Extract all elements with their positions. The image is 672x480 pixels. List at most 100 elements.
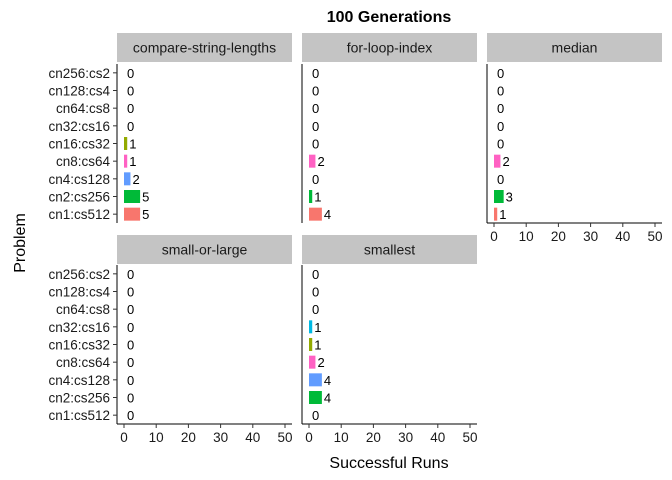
strip-label-small-or-large: small-or-large [162, 242, 248, 258]
bar-value-label: 0 [127, 66, 134, 81]
x-tick-label: 10 [334, 430, 349, 445]
bar-value-label: 1 [314, 338, 321, 353]
bar-value-label: 0 [127, 101, 134, 116]
y-tick-label: cn2:cs256 [48, 190, 110, 205]
bar [124, 137, 128, 150]
strip-median [487, 33, 662, 62]
bar [309, 391, 322, 404]
bar-value-label: 2 [317, 154, 324, 169]
bar-value-label: 0 [127, 285, 134, 300]
bar [124, 154, 128, 168]
bar [124, 190, 141, 203]
bar [309, 320, 313, 334]
y-tick-label: cn16:cs32 [48, 137, 110, 152]
y-tick-label: cn256:cs2 [48, 267, 110, 282]
panel-compare-string-lengths: compare-string-lengths cn256:cs2 0 cn128:cs… [48, 33, 292, 223]
bar-value-label: 2 [502, 154, 509, 169]
strip-label-smallest: smallest [364, 242, 415, 258]
strip-label-median: median [552, 40, 598, 56]
strip-compare-string-lengths [117, 33, 292, 62]
y-tick-label: cn32:cs16 [48, 320, 110, 335]
bar-value-label: 0 [127, 302, 134, 317]
y-tick-label: cn128:cs4 [48, 84, 110, 99]
y-tick-label: cn1:cs512 [48, 207, 110, 222]
strip-label-compare-string-lengths: compare-string-lengths [133, 40, 276, 56]
bar-value-label: 0 [127, 119, 134, 134]
bar-value-label: 0 [127, 84, 134, 99]
bar-value-label: 0 [497, 137, 504, 152]
bar-value-label: 0 [497, 119, 504, 134]
y-tick-label: cn2:cs256 [48, 391, 110, 406]
bar-value-label: 0 [312, 66, 319, 81]
bar-value-label: 0 [497, 84, 504, 99]
bar-value-label: 1 [314, 320, 321, 335]
x-tick-label: 50 [277, 430, 292, 445]
x-tick-label: 30 [213, 430, 228, 445]
x-tick-label: 50 [462, 430, 477, 445]
bar [124, 207, 141, 221]
strip-smallest [302, 235, 477, 264]
bar [309, 190, 313, 203]
bar-value-label: 0 [312, 137, 319, 152]
x-tick-label: 20 [551, 229, 566, 244]
bar-value-label: 4 [324, 373, 331, 388]
bar-value-label: 4 [324, 207, 331, 222]
x-axis-title: Successful Runs [329, 455, 448, 472]
y-tick-label: cn16:cs32 [48, 338, 110, 353]
x-tick-label: 50 [647, 229, 662, 244]
bar [494, 207, 498, 221]
y-tick-label: cn8:cs64 [56, 154, 111, 169]
x-tick-label: 30 [583, 229, 598, 244]
strip-for-loop-index [302, 33, 477, 62]
bar-value-label: 0 [127, 373, 134, 388]
bar [494, 190, 504, 203]
x-tick-label: 40 [615, 229, 630, 244]
bar-value-label: 0 [312, 285, 319, 300]
bar-value-label: 0 [312, 302, 319, 317]
y-tick-label: cn4:cs128 [48, 172, 110, 187]
bar [124, 172, 131, 186]
y-tick-label: cn32:cs16 [48, 119, 110, 134]
y-tick-label: cn64:cs8 [56, 302, 110, 317]
bar-value-label: 1 [314, 190, 321, 205]
x-tick-label: 30 [398, 430, 413, 445]
y-tick-label: cn64:cs8 [56, 101, 110, 116]
bar-value-label: 0 [312, 408, 319, 423]
bar-value-label: 0 [312, 101, 319, 116]
panel-for-loop-index: for-loop-index 0 0 0 0 0 2 0 14 [301, 33, 477, 223]
x-tick-label: 10 [149, 430, 164, 445]
x-tick-label: 0 [490, 229, 498, 244]
bar-value-label: 0 [312, 172, 319, 187]
bar [309, 207, 322, 221]
x-tick-label: 40 [245, 430, 260, 445]
bar-value-label: 0 [497, 66, 504, 81]
y-tick-label: cn8:cs64 [56, 355, 111, 370]
bar [309, 154, 316, 168]
x-tick-label: 20 [366, 430, 381, 445]
strip-small-or-large [117, 235, 292, 264]
x-tick-label: 0 [120, 430, 128, 445]
bar-value-label: 1 [499, 207, 506, 222]
x-tick-label: 0 [305, 430, 313, 445]
bar [494, 154, 501, 168]
bar-value-label: 0 [497, 172, 504, 187]
bar-value-label: 3 [506, 190, 513, 205]
bar [309, 338, 313, 351]
bar-value-label: 0 [127, 267, 134, 282]
bar-value-label: 5 [142, 207, 149, 222]
bar-value-label: 2 [317, 355, 324, 370]
bar-value-label: 0 [127, 355, 134, 370]
bar-value-label: 0 [497, 101, 504, 116]
chart-title: 100 Generations [327, 9, 452, 26]
y-tick-label: cn4:cs128 [48, 373, 110, 388]
bar-value-label: 4 [324, 391, 331, 406]
bar-value-label: 0 [127, 320, 134, 335]
x-tick-label: 20 [181, 430, 196, 445]
bar-value-label: 1 [129, 154, 136, 169]
bar-value-label: 0 [127, 408, 134, 423]
bar-value-label: 2 [132, 172, 139, 187]
bar-value-label: 0 [127, 391, 134, 406]
